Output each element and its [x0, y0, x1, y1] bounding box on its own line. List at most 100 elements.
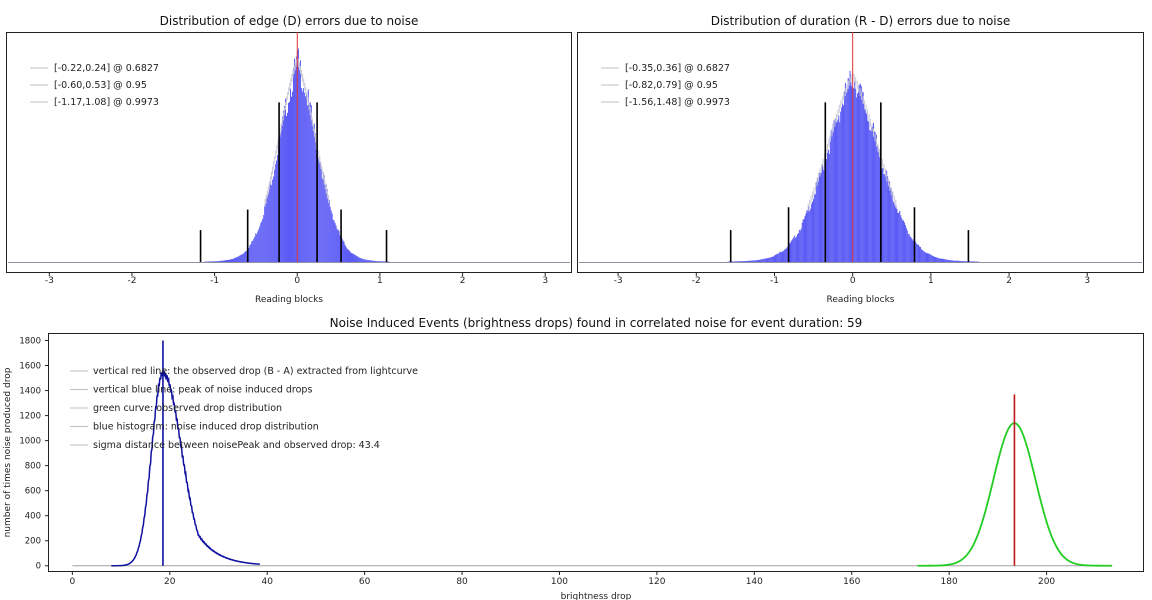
p1-histogram-bar [285, 98, 287, 262]
p2-histogram-bar [792, 238, 794, 262]
p1-histogram-bar [337, 229, 339, 262]
p1-histogram-bar [217, 261, 219, 262]
p2-histogram-bar [963, 261, 965, 262]
p2-histogram-bar [888, 181, 890, 262]
p2-histogram-bar [814, 194, 816, 262]
p1-histogram-bar [375, 260, 377, 262]
p1-histogram-bar [274, 169, 276, 262]
p2-histogram-bar [752, 260, 754, 262]
p1-histogram-bar [289, 101, 290, 262]
p3-y-tick-label: 800 [25, 462, 41, 472]
p1-histogram-bar [238, 256, 240, 262]
p2-histogram-bar [865, 110, 867, 263]
p2-histogram-bar [859, 83, 861, 262]
p2-histogram-bar [842, 103, 844, 263]
p2-histogram-bar [896, 209, 898, 262]
p3-y-tick-label: 1600 [19, 362, 41, 372]
p3-x-tick-label: 120 [648, 577, 665, 587]
p3-x-tick-label: 100 [551, 577, 568, 587]
p3-y-tick-label: 1800 [19, 337, 41, 347]
p2-histogram-bar [781, 251, 783, 262]
p2-histogram-bar [829, 136, 831, 262]
p2-histogram-bar [850, 82, 852, 263]
p1-histogram-bar [374, 260, 376, 262]
p1-histogram-bar [326, 189, 328, 262]
p2-histogram-bar [856, 97, 858, 262]
p2-histogram-bar [942, 258, 944, 262]
p2-histogram-bar [830, 130, 832, 262]
p2-histogram-bar [935, 257, 937, 262]
p2-histogram-bar [768, 257, 770, 262]
p2-histogram-bar [810, 208, 812, 262]
p1-histogram-bar [300, 87, 302, 262]
p1-histogram-bar [346, 248, 348, 262]
p2-histogram-bar [761, 259, 763, 262]
p1-histogram-bar [310, 105, 312, 263]
p2-histogram-bar [816, 183, 818, 262]
p2-histogram-bar [966, 261, 968, 262]
p1-histogram-bar [379, 261, 381, 262]
p1-histogram-bar [335, 225, 337, 262]
p2-histogram-bar [874, 132, 876, 262]
p2-histogram-bar [796, 236, 798, 262]
p1-histogram-bar [251, 241, 253, 262]
p1-histogram-bar [269, 183, 271, 262]
p2-histogram-bar [887, 176, 889, 262]
p1-histogram-bar [248, 248, 250, 262]
p2-histogram [727, 70, 980, 263]
p2-histogram-bar [770, 257, 772, 262]
p3-x-tick-label: 60 [359, 577, 371, 587]
p1-histogram-bar [317, 158, 319, 262]
p1-histogram-bar [230, 259, 232, 262]
p1-histogram-bar [240, 254, 242, 262]
p2-histogram-bar [750, 260, 752, 262]
p2-histogram-bar [951, 260, 953, 262]
p1-histogram-bar [380, 261, 382, 262]
p1-histogram-bar [207, 261, 209, 262]
p1-histogram-bar [236, 257, 238, 262]
p2-histogram-bar [833, 120, 835, 262]
p3-x-tick-label: 160 [843, 577, 860, 587]
p2-x-tick-label: 1 [928, 276, 934, 286]
p2-histogram-bar [886, 170, 888, 262]
p1-histogram-bar [286, 116, 288, 262]
p2-histogram-bar [948, 260, 950, 262]
p2-histogram-bar [907, 234, 909, 262]
p1-histogram-bar [259, 226, 261, 262]
p1-histogram-bar [365, 259, 367, 262]
p2-histogram-bar [772, 256, 774, 262]
p2-histogram-bar [902, 220, 904, 262]
p2-histogram-bar [781, 252, 783, 262]
p1-histogram-bar [255, 233, 257, 262]
p2-histogram-bar [864, 109, 866, 263]
p1-histogram-bar [211, 261, 213, 262]
p2-histogram-bar [797, 233, 799, 262]
p1-histogram-bar [362, 258, 364, 262]
p2-histogram-bar [767, 257, 769, 262]
p2-histogram-bar [944, 259, 946, 262]
p2-histogram-bar [870, 130, 872, 262]
p2-histogram-bar [936, 257, 938, 262]
p2-histogram-bar [940, 258, 942, 262]
p2-histogram-bar [964, 261, 966, 262]
p1-histogram-bar [208, 261, 210, 262]
p2-histogram-bar [947, 259, 949, 262]
p2-x-tick-label: 2 [1006, 276, 1012, 286]
p2-histogram-bar [885, 173, 887, 262]
p2-histogram-bar [766, 258, 768, 262]
p2-legend-entry: [-1.56,1.48] @ 0.9973 [625, 97, 730, 108]
p1-histogram-bar [367, 259, 369, 262]
p3-y-axis-label: number of times noise produced drop [3, 367, 13, 537]
p2-histogram-bar [740, 261, 742, 262]
p1-histogram-bar [297, 48, 299, 262]
p1-histogram-bar [227, 260, 229, 262]
p2-histogram-bar [759, 259, 761, 262]
p1-histogram-bar [290, 96, 292, 263]
p1-histogram-bar [358, 257, 360, 262]
p2-histogram-bar [946, 259, 948, 262]
p2-histogram-bar [794, 235, 796, 262]
p1-x-axis-label: Reading blocks [255, 295, 323, 305]
p2-histogram-bar [925, 252, 927, 262]
p1-histogram-bar [332, 219, 334, 262]
p1-histogram-bar [273, 176, 275, 262]
